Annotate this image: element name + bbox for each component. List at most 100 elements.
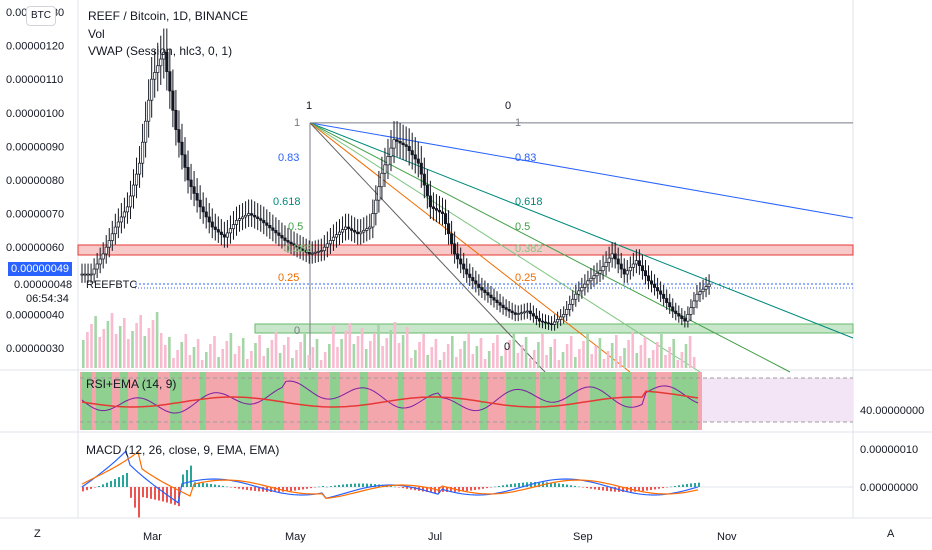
candle-body [643, 270, 648, 277]
volume-bar [237, 346, 241, 368]
candle-body [546, 322, 551, 325]
macd-hist-bar [654, 487, 656, 490]
candle-body [504, 307, 508, 310]
candle-body [283, 237, 287, 241]
candle-body [525, 310, 529, 313]
volume-indicator-label[interactable]: Vol [88, 27, 105, 41]
volume-bar [692, 357, 696, 368]
volume-bar [225, 341, 229, 368]
volume-bar [364, 349, 368, 368]
macd-indicator-label[interactable]: MACD (12, 26, close, 9, EMA, EMA) [86, 443, 280, 457]
auto-scale-button[interactable]: A [887, 528, 895, 540]
candle-body [477, 283, 481, 288]
macd-hist-bar [470, 487, 472, 491]
volume-bar [389, 330, 393, 368]
macd-hist-bar [94, 487, 96, 488]
volume-bar [164, 345, 167, 368]
volume-bar [397, 343, 401, 368]
candle-body [350, 228, 354, 231]
candle-body [501, 304, 505, 309]
vwap-indicator-label[interactable]: VWAP (Session, hlc3, 0, 1) [88, 44, 233, 58]
volume-bar [516, 353, 520, 368]
candle-body [359, 231, 363, 235]
candle-body [280, 235, 284, 239]
candle-body [174, 109, 178, 130]
macd-hist-bar [330, 486, 332, 487]
candle-body [483, 289, 487, 293]
volume-bar [467, 333, 470, 368]
candle-body [307, 251, 311, 255]
volume-bar [282, 345, 286, 368]
macd-hist-bar [102, 484, 104, 487]
rsi-indicator-label[interactable]: RSI+EMA (14, 9) [86, 377, 177, 391]
macd-hist-bar [362, 483, 364, 487]
candle-body [634, 260, 638, 265]
macd-hist-bar [226, 486, 228, 488]
macd-hist-bar [162, 487, 164, 502]
candle-body [416, 158, 420, 164]
volume-bar [172, 358, 175, 368]
macd-hist-bar [146, 487, 148, 498]
macd-hist-bar [450, 487, 452, 492]
macd-hist-bar [334, 485, 336, 487]
macd-hist-bar [122, 475, 124, 487]
volume-bar [561, 352, 565, 368]
macd-hist-bar [410, 487, 412, 490]
macd-axis-zero: 0.00000000 [860, 482, 918, 494]
candle-body [559, 316, 563, 320]
volume-bar [278, 353, 282, 368]
candle-body [516, 313, 520, 315]
candle-body [668, 302, 672, 308]
candle-body [553, 321, 557, 325]
macd-hist-bar [446, 487, 448, 492]
candle-body [674, 310, 678, 314]
volume-bar [668, 347, 671, 368]
rsi-green-band [540, 372, 560, 430]
fib-fan[interactable] [309, 122, 854, 373]
candle-body [519, 312, 523, 315]
volume-bar [86, 332, 89, 368]
candle-body [165, 51, 169, 72]
candle-body [543, 321, 548, 324]
candle-body [125, 206, 129, 213]
volume-bar [262, 356, 265, 368]
volume-bar [545, 355, 548, 368]
fib-label: 0.618 [515, 196, 543, 208]
volume-bar [246, 359, 249, 368]
volume-bar [643, 337, 647, 368]
fib-label: 0.5 [288, 221, 303, 233]
macd-hist-bar [626, 487, 628, 492]
symbol-title[interactable]: REEF / Bitcoin, 1D, BINANCE [88, 9, 249, 23]
fib-label: 0 [504, 341, 510, 353]
candle-body [180, 141, 184, 156]
candle-body [550, 323, 554, 325]
macd-hist-bar [294, 487, 296, 491]
volume-bar [606, 351, 610, 368]
macd-hist-bar [358, 483, 360, 487]
macd-hist-bar [306, 487, 308, 489]
zoom-reset-button[interactable]: Z [34, 528, 41, 540]
candle-body [640, 265, 644, 272]
macd-hist-bar [338, 484, 340, 487]
symbol-price-label: REEFBTC [86, 279, 138, 291]
macd-hist-bar [646, 487, 648, 491]
candle-body [210, 221, 214, 228]
macd-hist-bar [114, 479, 116, 487]
volume-bar [307, 355, 311, 368]
macd-hist-bar [550, 482, 552, 487]
volume-bar [537, 342, 540, 368]
candle-body [301, 248, 305, 251]
volume-bar [487, 351, 491, 368]
candle-body [195, 193, 199, 201]
volume-bar [533, 350, 536, 368]
macd-hist-bar [554, 482, 556, 487]
volume-bar [344, 331, 347, 368]
candle-body [316, 251, 320, 253]
volume-bar [524, 337, 528, 368]
macd-hist-bar [650, 487, 652, 491]
candle-body [286, 240, 290, 243]
macd-hist-bar [546, 482, 548, 487]
currency-badge[interactable]: BTC [26, 6, 56, 26]
volume-bar [680, 352, 684, 368]
